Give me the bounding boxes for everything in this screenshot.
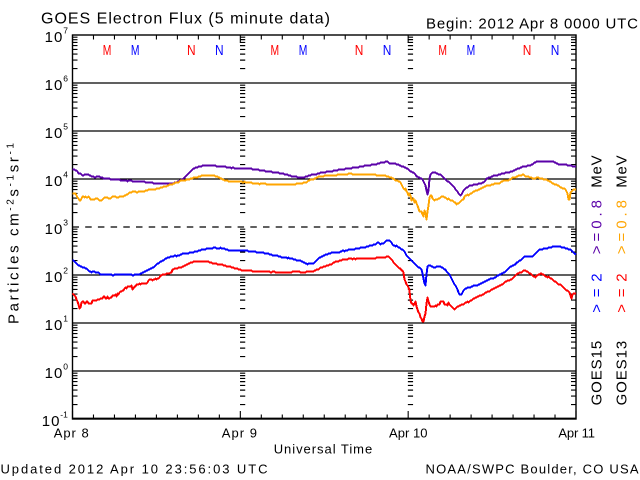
svg-text:10: 10 xyxy=(45,77,63,94)
svg-text:M: M xyxy=(103,42,112,59)
svg-text:N: N xyxy=(523,42,532,59)
svg-text:M: M xyxy=(131,42,140,59)
svg-text:M: M xyxy=(467,42,476,59)
svg-text:Apr 9: Apr 9 xyxy=(222,425,257,440)
svg-text:>=2: >=2 xyxy=(614,273,631,312)
svg-text:0: 0 xyxy=(63,362,68,372)
svg-text:10: 10 xyxy=(45,173,63,190)
svg-text:10: 10 xyxy=(45,365,63,382)
svg-text:>=0.8: >=0.8 xyxy=(614,200,631,254)
svg-text:M: M xyxy=(271,42,280,59)
svg-text:Apr 11: Apr 11 xyxy=(558,425,595,440)
svg-text:NOAA/SWPC Boulder, CO USA: NOAA/SWPC Boulder, CO USA xyxy=(426,462,639,477)
svg-text:N: N xyxy=(383,42,392,59)
svg-text:10: 10 xyxy=(45,269,63,286)
svg-text:Updated 2012 Apr 10 23:56:03 U: Updated 2012 Apr 10 23:56:03 UTC xyxy=(1,462,268,477)
svg-text:Apr 10: Apr 10 xyxy=(389,425,428,440)
svg-text:10: 10 xyxy=(45,221,63,238)
svg-text:10: 10 xyxy=(45,125,63,142)
svg-text:4: 4 xyxy=(63,170,68,180)
svg-text:6: 6 xyxy=(63,74,68,84)
svg-text:GOES13: GOES13 xyxy=(614,341,631,406)
svg-text:>=0.8: >=0.8 xyxy=(589,200,606,254)
svg-text:N: N xyxy=(187,42,196,59)
svg-text:Apr 8: Apr 8 xyxy=(54,425,89,440)
svg-text:>=2: >=2 xyxy=(589,273,606,312)
svg-text:10: 10 xyxy=(45,29,63,46)
svg-text:3: 3 xyxy=(63,218,68,228)
svg-text:10: 10 xyxy=(45,317,63,334)
svg-text:-1: -1 xyxy=(60,410,68,420)
svg-text:MeV: MeV xyxy=(614,155,631,188)
svg-text:MeV: MeV xyxy=(589,155,606,188)
svg-text:GOES15: GOES15 xyxy=(589,341,606,406)
svg-text:Begin: 2012 Apr 8 0000 UTC: Begin: 2012 Apr 8 0000 UTC xyxy=(426,16,638,33)
svg-text:7: 7 xyxy=(63,26,68,36)
svg-text:Particles cm-2s-1sr-1: Particles cm-2s-1sr-1 xyxy=(6,143,23,324)
svg-text:10: 10 xyxy=(42,413,60,430)
svg-text:GOES Electron Flux (5 minute d: GOES Electron Flux (5 minute data) xyxy=(41,11,330,28)
svg-text:2: 2 xyxy=(63,266,68,276)
svg-text:N: N xyxy=(551,42,560,59)
svg-text:N: N xyxy=(355,42,364,59)
svg-text:1: 1 xyxy=(63,314,68,324)
svg-text:M: M xyxy=(299,42,308,59)
svg-text:Universal Time: Universal Time xyxy=(274,442,373,457)
svg-text:N: N xyxy=(215,42,224,59)
svg-text:M: M xyxy=(438,42,447,59)
svg-text:5: 5 xyxy=(63,122,68,132)
